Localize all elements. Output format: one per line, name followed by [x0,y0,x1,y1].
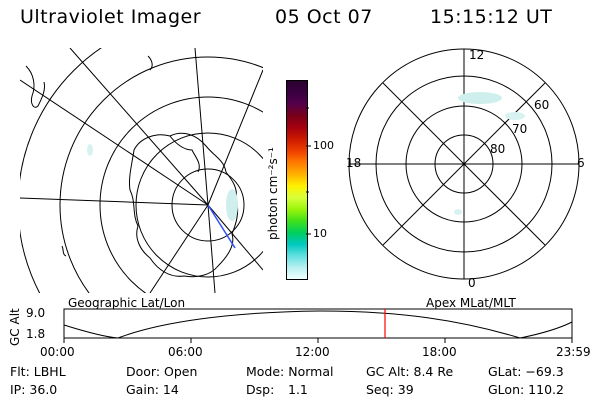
mlt-label-6: 6 [577,156,585,170]
orbit-x-tick-1800: 18:00 [422,345,457,359]
colorbar-gradient [287,81,307,279]
altitude-curve [63,310,573,339]
mlt-label-0: 0 [468,276,476,290]
meridian [149,204,209,293]
aurora-speck [226,189,238,221]
meridian [207,69,263,206]
status-mode: Mode: Normal [246,364,334,379]
colorbar-ticks [306,107,311,235]
orbit-x-tick-0600: 06:00 [168,345,203,359]
lat-circle [171,168,245,242]
status-door: Door: Open [126,364,198,379]
status-glat: GLat: −69.3 [488,364,564,379]
status-gain: Gain: 14 [126,382,179,397]
status-glon: GLon: 110.2 [488,382,564,397]
lat-circle [59,56,263,293]
status-seq: Seq: 39 [366,382,414,397]
coastline [169,135,200,173]
coastline [25,65,45,108]
orbit-plot-frame [63,308,573,339]
left-panel-caption: Geographic Lat/Lon [68,296,186,310]
instrument-title: Ultraviolet Imager [20,6,202,28]
orbit-x-tick-2359: 23:59 [556,345,591,359]
orbit-x-tick-1200: 12:00 [295,345,330,359]
orbit-y-axis-label: GC Alt [8,308,22,346]
aurora-speck [454,209,462,215]
colorbar-tick-10: 10 [313,227,327,240]
colorbar-tick-100: 100 [313,139,334,152]
status-ip: IP: 36.0 [10,382,58,397]
meridian [20,197,209,206]
meridian [69,48,209,206]
lat-circle [99,96,263,293]
orbit-y-tick-min: 1.8 [26,327,46,341]
meridian [20,79,209,206]
meridian [194,48,209,206]
orbit-y-tick-max: 9.0 [26,306,46,320]
satellite-track [207,204,236,249]
mlt-label-18: 18 [346,156,362,170]
right-panel-caption: Apex MLat/MLT [426,296,516,310]
coastline [129,132,239,278]
mlat-label-80: 80 [490,142,506,156]
orbit-x-tick-0000: 00:00 [40,345,75,359]
status-dsp-label: Dsp: [246,382,275,397]
status-gc-alt: GC Alt: 8.4 Re [366,364,454,379]
observation-time: 15:15:12 UT [430,6,553,28]
status-filter: Flt: LBHL [10,364,66,379]
mlat-label-70: 70 [512,122,528,136]
aurora-speck [458,92,502,104]
meridian [207,204,263,271]
coastline [61,245,67,257]
meridian [207,204,216,293]
lat-circle [135,132,263,278]
aurora-speck [87,144,93,156]
status-dsp-value: 1.1 [288,382,308,397]
colorbar [286,80,308,280]
mlat-label-60: 60 [534,98,550,112]
mlt-label-12: 12 [469,48,485,62]
observation-date: 05 Oct 07 [275,6,373,28]
mlt-meridian [382,82,546,246]
coastline [147,55,153,71]
aurora-speck [505,112,525,120]
